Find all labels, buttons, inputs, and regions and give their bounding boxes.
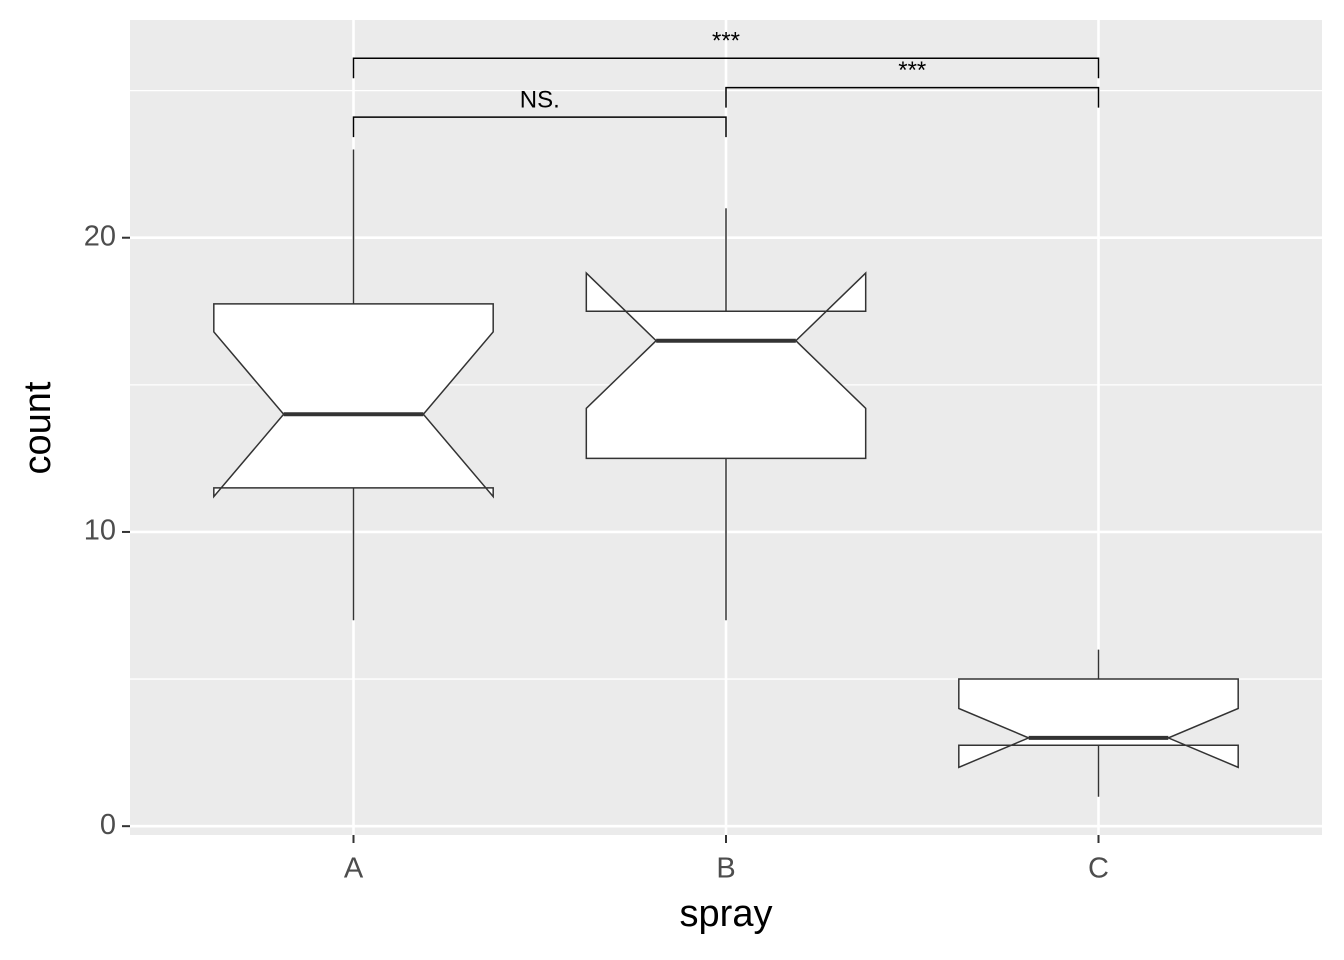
significance-bracket (352, 57, 1100, 79)
y-axis-title: count (17, 381, 59, 474)
box (585, 271, 867, 460)
x-tick-label: C (1088, 853, 1109, 885)
significance-label: *** (712, 28, 740, 55)
y-tick-label: 0 (100, 809, 116, 841)
significance-bracket (352, 116, 727, 138)
y-tick-label: 20 (84, 220, 116, 252)
box (958, 678, 1239, 769)
x-tick-label: A (344, 853, 364, 885)
significance-label: *** (898, 57, 926, 84)
x-axis-title: spray (680, 893, 773, 935)
y-tick-label: 10 (84, 515, 116, 547)
significance-label: NS. (520, 86, 560, 113)
box (213, 303, 494, 499)
x-tick-label: B (716, 853, 735, 885)
significance-bracket (725, 86, 1100, 108)
